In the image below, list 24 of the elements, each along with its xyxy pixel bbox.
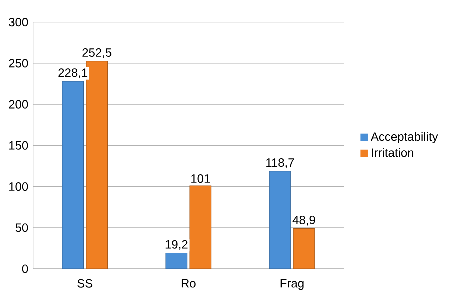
y-tick-label: 300 — [9, 18, 28, 27]
data-label: 101 — [192, 174, 210, 184]
data-label: 19,2 — [166, 240, 188, 250]
data-label: 252,5 — [82, 48, 112, 58]
bar — [62, 81, 84, 270]
bar — [269, 171, 292, 270]
bar — [293, 228, 316, 270]
data-label: 118,7 — [266, 158, 294, 168]
bar — [86, 61, 108, 270]
y-tick-label: 150 — [10, 141, 28, 150]
x-tick-label: Frag — [280, 279, 304, 290]
y-tick-label: 0 — [22, 264, 28, 274]
bar — [190, 186, 212, 270]
data-label: 48,9 — [292, 216, 316, 226]
y-tick-label: 100 — [10, 182, 28, 192]
bar — [166, 252, 188, 270]
data-label: 228,1 — [58, 68, 88, 79]
x-tick-label: Ro — [182, 279, 196, 288]
legend-label: Acceptability — [370, 132, 438, 144]
x-tick-label: SS — [78, 279, 93, 288]
legend-label: Irritation — [372, 148, 414, 158]
y-tick-label: 200 — [9, 100, 28, 109]
y-tick-label: 250 — [9, 59, 28, 68]
y-tick-label: 50 — [16, 224, 28, 232]
